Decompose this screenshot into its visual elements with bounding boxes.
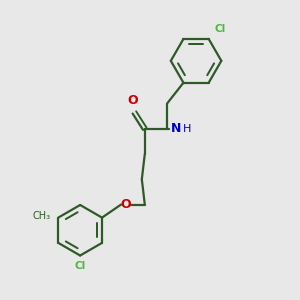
Text: Cl: Cl (214, 24, 225, 34)
Text: H: H (182, 124, 191, 134)
Text: O: O (128, 94, 138, 107)
Text: Cl: Cl (74, 262, 86, 272)
Text: O: O (120, 198, 131, 211)
Text: CH₃: CH₃ (33, 211, 51, 221)
Text: N: N (171, 122, 181, 135)
